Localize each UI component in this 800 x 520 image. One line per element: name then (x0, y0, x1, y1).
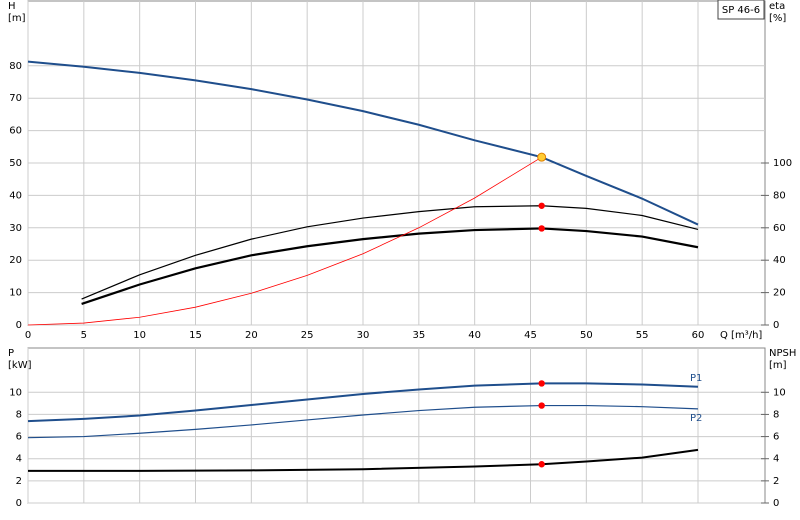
y-tick-label: 6 (16, 432, 22, 443)
y-tick-label: 60 (9, 126, 22, 137)
operating-point (538, 202, 545, 209)
y2-tick-label: 10 (773, 387, 786, 398)
x-tick-label: 20 (245, 330, 258, 341)
operating-point (537, 152, 547, 162)
curve (81, 227, 699, 305)
x-tick-label: 0 (25, 330, 31, 341)
y2-tick-label: 4 (773, 454, 779, 465)
y-tick-label: 40 (9, 190, 22, 201)
badge-box (717, 0, 765, 20)
y-tick-label: 8 (16, 409, 22, 420)
y-tick-label: 4 (16, 454, 22, 465)
y-tick-label: 0 (16, 320, 22, 331)
y-tick-label: 20 (9, 255, 22, 266)
y2-axis-unit: [m] (769, 360, 787, 371)
y-axis-label: P (8, 348, 14, 359)
curve (27, 60, 699, 226)
y-axis-label: H (8, 1, 16, 12)
curve (27, 156, 542, 326)
curve-label: P2 (690, 413, 702, 424)
y2-tick-label: 20 (773, 288, 786, 299)
y2-tick-label: 80 (773, 190, 786, 201)
y-axis-unit: [m] (8, 13, 26, 24)
curve (27, 404, 699, 439)
y2-tick-label: 6 (773, 432, 779, 443)
operating-point (538, 402, 545, 409)
y-tick-label: 10 (9, 387, 22, 398)
x-tick-label: 45 (524, 330, 537, 341)
x-tick-label: 10 (133, 330, 146, 341)
y-axis-unit: [kW] (8, 360, 32, 371)
x-tick-label: 55 (636, 330, 649, 341)
badge: SP 46-6 (722, 5, 760, 16)
y-tick-label: 0 (16, 498, 22, 509)
x-tick-label: 60 (692, 330, 705, 341)
y-tick-label: 70 (9, 93, 22, 104)
operating-point (538, 380, 545, 387)
y2-tick-label: 8 (773, 409, 779, 420)
curve (28, 448, 699, 472)
y2-tick-label: 0 (773, 320, 779, 331)
y-tick-label: 2 (16, 476, 22, 487)
plot-frame (27, 347, 766, 504)
x-tick-label: 35 (412, 330, 425, 341)
y2-tick-label: 40 (773, 255, 786, 266)
operating-point (538, 225, 545, 232)
x-tick-label: 25 (301, 330, 314, 341)
x-tick-label: 40 (468, 330, 481, 341)
x-axis-label: Q [m³/h] (720, 330, 762, 341)
x-tick-label: 30 (357, 330, 370, 341)
x-tick-label: 15 (189, 330, 202, 341)
curve-label: P1 (690, 373, 702, 384)
curve (81, 205, 699, 300)
y2-axis-label: NPSH (769, 348, 796, 359)
y2-axis-label: eta (769, 1, 785, 12)
y2-axis-unit: [%] (769, 13, 786, 24)
y-tick-label: 50 (9, 158, 22, 169)
x-tick-label: 5 (81, 330, 87, 341)
y-tick-label: 80 (9, 61, 22, 72)
operating-point (538, 461, 545, 468)
y-tick-label: 30 (9, 223, 22, 234)
x-tick-label: 50 (580, 330, 593, 341)
y2-tick-label: 2 (773, 476, 779, 487)
y2-tick-label: 0 (773, 498, 779, 509)
y2-tick-label: 100 (773, 158, 792, 169)
y-tick-label: 10 (9, 288, 22, 299)
curve (27, 382, 699, 423)
y2-tick-label: 60 (773, 223, 786, 234)
